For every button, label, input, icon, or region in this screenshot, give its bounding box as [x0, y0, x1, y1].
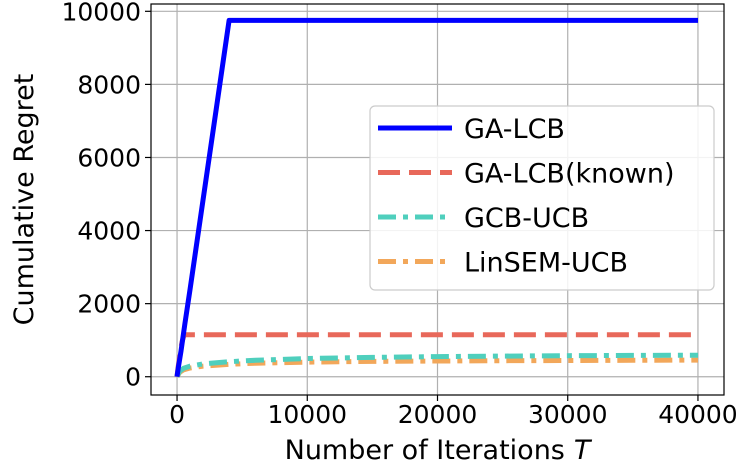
series-lines	[174, 17, 699, 379]
legend-label: LinSEM-UCB	[464, 248, 628, 279]
x-tick-label: 40000	[658, 400, 738, 429]
legend-box	[369, 105, 715, 291]
x-tick-label: 30000	[528, 400, 608, 429]
y-tick-label: 0	[125, 363, 141, 392]
legend-label: GA-LCB	[464, 114, 565, 145]
x-axis-label-text: Number of Iterations	[285, 435, 565, 466]
y-tick-label: 8000	[77, 70, 141, 99]
x-axis-label: Number of Iterations T	[285, 435, 593, 466]
series-line-2	[174, 352, 699, 378]
legend: GA-LCB GA-LCB(known) GCB-UCB LinSEM-UCB	[369, 105, 715, 291]
x-tick-label: 0	[169, 400, 185, 429]
y-tick-label: 4000	[77, 217, 141, 246]
y-tick-label: 2000	[77, 290, 141, 319]
y-axis-label: Cumulative Regret	[9, 74, 40, 326]
x-tick-label: 20000	[398, 400, 478, 429]
series-line-0	[174, 17, 698, 378]
y-tick-label: 10000	[61, 0, 141, 26]
axis-ticks: 0 10000 20000 30000 40000 0 2000 4000 6000 8000 10…	[61, 0, 737, 429]
legend-label: GA-LCB(known)	[464, 159, 675, 190]
y-tick-label: 6000	[77, 143, 141, 172]
x-tick-label: 10000	[268, 400, 348, 429]
legend-label: GCB-UCB	[464, 203, 589, 234]
x-axis-label-variable: T	[574, 435, 593, 466]
